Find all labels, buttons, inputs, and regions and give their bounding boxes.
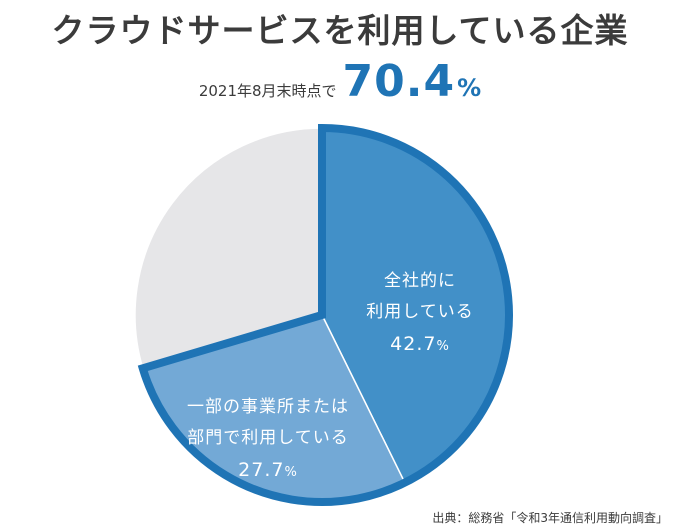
chart-title: クラウドサービスを利用している企業 (51, 11, 629, 50)
headline: 2021年8月末時点で 70.4% (0, 56, 680, 107)
usage-highlight-border (137, 123, 513, 506)
slice-label-2-line-2: 部門で利用している (187, 428, 349, 448)
slice-label-2-line-1: 一部の事業所または (187, 397, 349, 417)
headline-unit: % (457, 74, 482, 102)
slice-value-1: 42.7% (390, 333, 450, 355)
headline-label: 2021年8月末時点で (198, 82, 337, 100)
slice-label-1-line-1: 全社的に (384, 271, 456, 291)
slice-label-1-line-2: 利用している (366, 302, 474, 322)
pie-slice-3 (134, 127, 323, 370)
slice-value-2: 27.7% (238, 459, 298, 481)
headline-value: 70.4 (342, 56, 456, 107)
source-note: 出典：総務省「令和3年通信利用動向調査」 (432, 511, 668, 525)
